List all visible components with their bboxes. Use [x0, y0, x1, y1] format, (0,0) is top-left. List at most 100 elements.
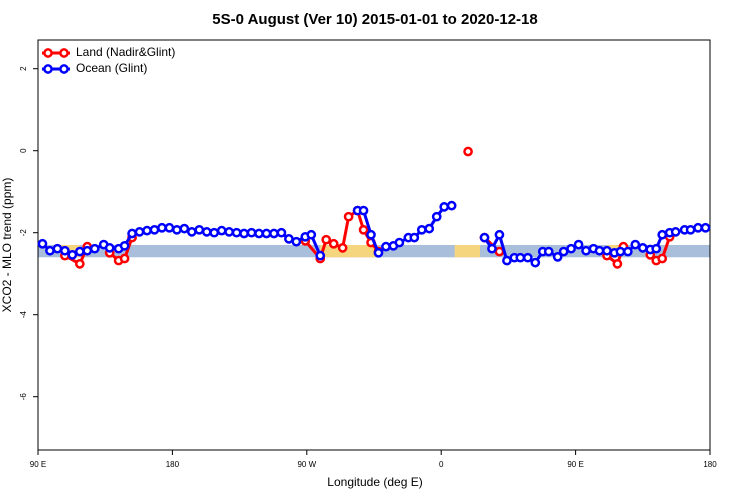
point — [306, 229, 317, 240]
x-axis-label: Longitude (deg E) — [327, 475, 422, 489]
point — [269, 228, 279, 239]
point — [104, 243, 115, 253]
point — [261, 228, 272, 239]
point — [637, 243, 648, 253]
point — [45, 245, 55, 256]
point — [623, 246, 633, 257]
point — [119, 240, 130, 251]
point — [479, 232, 490, 243]
point — [254, 228, 264, 239]
x-tick-label: 180 — [703, 460, 717, 469]
x-tick-label: 90 W — [297, 460, 316, 469]
point — [573, 239, 584, 250]
legend-marker — [59, 48, 69, 58]
point — [602, 245, 612, 256]
point — [394, 237, 405, 248]
point — [209, 227, 220, 238]
y-tick-label: -4 — [19, 311, 28, 319]
point — [60, 245, 70, 256]
y-tick-label: 0 — [19, 148, 28, 153]
point — [358, 205, 369, 216]
point — [581, 245, 591, 256]
point — [487, 243, 497, 254]
point — [343, 211, 354, 222]
x-tick-label: 90 E — [30, 460, 46, 469]
point — [558, 246, 569, 257]
legend-label: Ocean (Glint) — [76, 61, 147, 75]
point — [530, 257, 541, 268]
point — [630, 239, 641, 250]
chart-title: 5S-0 August (Ver 10) 2015-01-01 to 2020-… — [212, 11, 537, 28]
point — [612, 259, 623, 269]
point — [651, 243, 662, 254]
point — [494, 246, 505, 257]
point — [543, 246, 554, 257]
point — [657, 229, 668, 240]
x-tick-label: 180 — [166, 460, 180, 469]
point — [373, 247, 384, 258]
point — [700, 222, 711, 233]
point — [127, 228, 137, 239]
y-tick-label: -2 — [19, 229, 28, 237]
point — [552, 252, 563, 262]
legend-marker — [43, 64, 53, 74]
point — [239, 228, 249, 239]
point — [366, 229, 376, 240]
point — [657, 253, 668, 264]
point — [74, 246, 85, 257]
point — [201, 227, 212, 237]
point — [670, 227, 681, 237]
point — [439, 202, 450, 212]
point — [52, 243, 63, 254]
point — [82, 245, 93, 256]
point — [89, 243, 100, 254]
y-tick-label: 2 — [19, 66, 28, 71]
band — [454, 245, 481, 258]
x-tick-label: 0 — [439, 460, 444, 469]
point — [291, 236, 302, 247]
point — [424, 223, 435, 234]
point — [431, 211, 442, 222]
point — [179, 223, 190, 234]
point — [693, 222, 703, 233]
point — [172, 224, 182, 235]
point — [502, 255, 512, 266]
legend-label: Land (Nadir&Glint) — [76, 45, 175, 59]
point — [381, 241, 391, 252]
point — [522, 252, 533, 263]
point — [134, 227, 145, 237]
point — [186, 227, 197, 237]
point — [685, 224, 696, 235]
point — [515, 252, 526, 263]
x-tick-label: 90 E — [567, 460, 583, 469]
legend-marker — [59, 64, 69, 74]
point — [494, 229, 505, 240]
point — [246, 227, 257, 238]
point — [594, 245, 605, 256]
y-axis-label: XCO2 - MLO trend (ppm) — [0, 178, 14, 313]
point — [157, 222, 167, 233]
point — [164, 222, 175, 233]
point — [194, 224, 205, 235]
point — [463, 146, 473, 157]
point — [409, 232, 420, 243]
point — [149, 224, 160, 235]
point — [358, 224, 369, 235]
point — [276, 227, 287, 238]
point — [337, 243, 348, 253]
point — [142, 225, 152, 236]
point — [231, 227, 242, 238]
point — [119, 253, 130, 264]
point — [328, 238, 339, 249]
y-tick-label: -6 — [19, 393, 28, 401]
point — [566, 243, 576, 254]
point — [615, 246, 626, 257]
point — [74, 259, 85, 269]
point — [37, 238, 48, 249]
legend-marker — [43, 48, 53, 58]
point — [416, 224, 427, 235]
point — [224, 227, 234, 237]
point — [67, 249, 78, 260]
point — [216, 225, 227, 236]
